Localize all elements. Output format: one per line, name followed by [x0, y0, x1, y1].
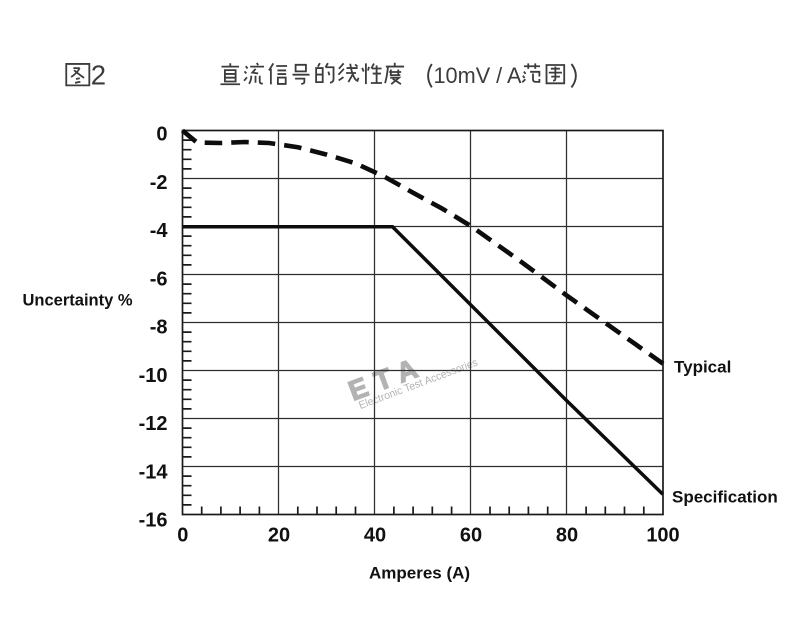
svg-text:Uncertainty %: Uncertainty %: [23, 292, 133, 310]
svg-text:Typical: Typical: [674, 358, 731, 377]
svg-text:Specification: Specification: [672, 488, 778, 507]
svg-text:-12: -12: [139, 413, 168, 435]
svg-text:-10: -10: [139, 365, 168, 387]
svg-text:100: 100: [646, 525, 679, 547]
svg-text:-14: -14: [139, 462, 169, 484]
svg-text:0: 0: [156, 123, 167, 145]
svg-text:80: 80: [556, 525, 578, 547]
svg-text:10mV / A: 10mV / A: [434, 63, 522, 88]
svg-text:20: 20: [268, 525, 290, 547]
svg-text:Amperes (A): Amperes (A): [369, 564, 470, 583]
svg-text:40: 40: [364, 525, 386, 547]
svg-text:-2: -2: [150, 172, 168, 194]
svg-text:60: 60: [460, 525, 482, 547]
svg-text:-6: -6: [150, 269, 168, 291]
svg-text:-16: -16: [139, 510, 168, 532]
svg-text:2: 2: [91, 60, 106, 91]
svg-text:-4: -4: [150, 220, 169, 242]
svg-text:-8: -8: [150, 317, 168, 339]
svg-text:0: 0: [177, 525, 188, 547]
